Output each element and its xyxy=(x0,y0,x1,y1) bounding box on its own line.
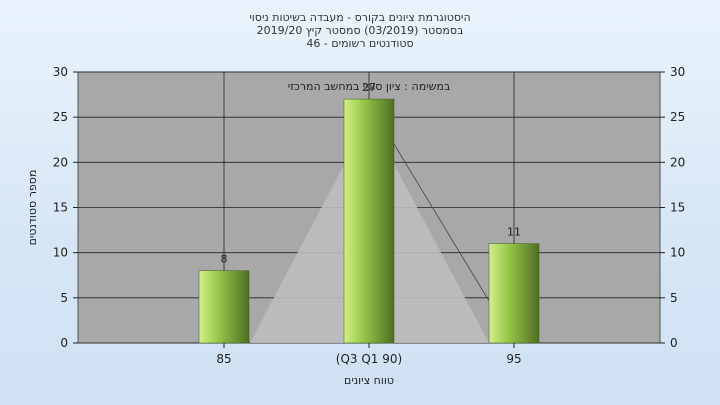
data-labels-group: 8 27 11 xyxy=(221,81,522,266)
y-tick-label-right: 15 xyxy=(670,201,685,215)
chart-title-line-1: היסטוגרמת ציונים בקורס - מעבדה בשיטות ני… xyxy=(249,11,471,24)
y-tick-label-right: 30 xyxy=(670,65,685,79)
axes-group: 0 0 5 5 10 10 15 15 20 20 25 25 30 30 85 (Q3 Q1 90) 95 xyxy=(53,65,686,366)
chart-title-line-2: בסמסטר (03/2019) סמסטר קיץ 2019/20 xyxy=(256,24,464,37)
y-tick-label-right: 10 xyxy=(670,246,685,260)
bar xyxy=(343,98,395,344)
x-tick-label: (Q3 Q1 90) xyxy=(336,352,402,366)
chart-title-line-3: סטודנטים רשומים - 46 xyxy=(306,37,414,50)
y-axis-label: מספר סטודנטים xyxy=(26,170,39,246)
bar-data-label: 11 xyxy=(507,226,521,239)
bars-group xyxy=(198,98,540,344)
y-tick-label-right: 0 xyxy=(670,336,678,350)
x-tick-label: 95 xyxy=(506,352,521,366)
x-axis-label: טווח ציונים xyxy=(344,374,394,387)
bar-data-label: 8 xyxy=(221,253,228,266)
y-tick-label-left: 0 xyxy=(60,336,68,350)
y-tick-label-left: 25 xyxy=(53,110,68,124)
triangle-right-edge xyxy=(390,138,490,302)
y-tick-label-right: 25 xyxy=(670,110,685,124)
y-tick-label-left: 5 xyxy=(60,291,68,305)
bar xyxy=(488,243,540,344)
chart-annotation: במשימה : ציון סופי במחשב המרכזי xyxy=(288,80,451,93)
y-tick-label-left: 15 xyxy=(53,201,68,215)
y-tick-label-right: 20 xyxy=(670,155,685,169)
x-tick-label: 85 xyxy=(216,352,231,366)
y-tick-label-left: 30 xyxy=(53,65,68,79)
bar-data-label: 27 xyxy=(362,81,376,94)
bar xyxy=(198,270,250,344)
y-tick-label-left: 20 xyxy=(53,155,68,169)
y-tick-label-left: 10 xyxy=(53,246,68,260)
y-tick-label-right: 5 xyxy=(670,291,678,305)
